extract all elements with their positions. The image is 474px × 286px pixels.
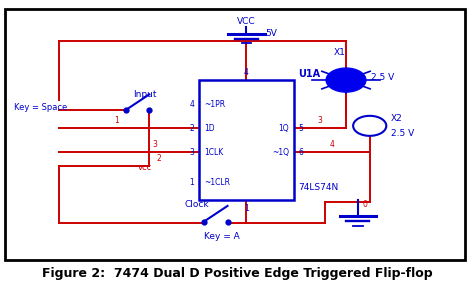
Text: 3: 3 xyxy=(153,140,157,149)
Text: X2: X2 xyxy=(391,114,403,123)
Text: 6: 6 xyxy=(299,148,303,157)
Text: 4: 4 xyxy=(190,100,194,109)
Text: VCC: VCC xyxy=(237,17,256,26)
Circle shape xyxy=(353,116,386,136)
Text: 2.5 V: 2.5 V xyxy=(371,73,394,82)
Text: 5: 5 xyxy=(299,124,303,133)
Text: Figure 2:  7474 Dual D Positive Edge Triggered Flip-flop: Figure 2: 7474 Dual D Positive Edge Trig… xyxy=(42,267,432,280)
Text: 0: 0 xyxy=(363,200,367,209)
Text: 2: 2 xyxy=(190,124,194,133)
Text: 3: 3 xyxy=(190,148,194,157)
Text: Clock: Clock xyxy=(185,200,210,209)
Text: ~1CLR: ~1CLR xyxy=(204,178,230,187)
Bar xyxy=(199,80,294,200)
Text: Key = Space: Key = Space xyxy=(14,103,67,112)
Text: 1: 1 xyxy=(244,204,249,213)
Text: 1Q: 1Q xyxy=(279,124,289,133)
Bar xyxy=(5,9,465,260)
Text: ~1Q: ~1Q xyxy=(272,148,289,157)
Text: 5V: 5V xyxy=(265,29,277,38)
Text: 1: 1 xyxy=(190,178,194,187)
Text: 1: 1 xyxy=(114,116,118,125)
Circle shape xyxy=(326,68,366,92)
Text: 1CLK: 1CLK xyxy=(204,148,223,157)
Text: 4: 4 xyxy=(329,140,334,149)
Text: vcc: vcc xyxy=(137,163,152,172)
Text: X1: X1 xyxy=(334,48,346,57)
Text: U1A: U1A xyxy=(299,69,321,79)
Text: 4: 4 xyxy=(244,68,249,77)
Text: 1D: 1D xyxy=(204,124,214,133)
Text: ~1PR: ~1PR xyxy=(204,100,225,109)
Text: 2: 2 xyxy=(156,154,161,163)
Text: Key = A: Key = A xyxy=(204,232,239,241)
Text: 3: 3 xyxy=(318,116,322,125)
Text: 74LS74N: 74LS74N xyxy=(299,183,339,192)
Text: 2.5 V: 2.5 V xyxy=(391,129,414,138)
Text: Input: Input xyxy=(133,90,156,99)
